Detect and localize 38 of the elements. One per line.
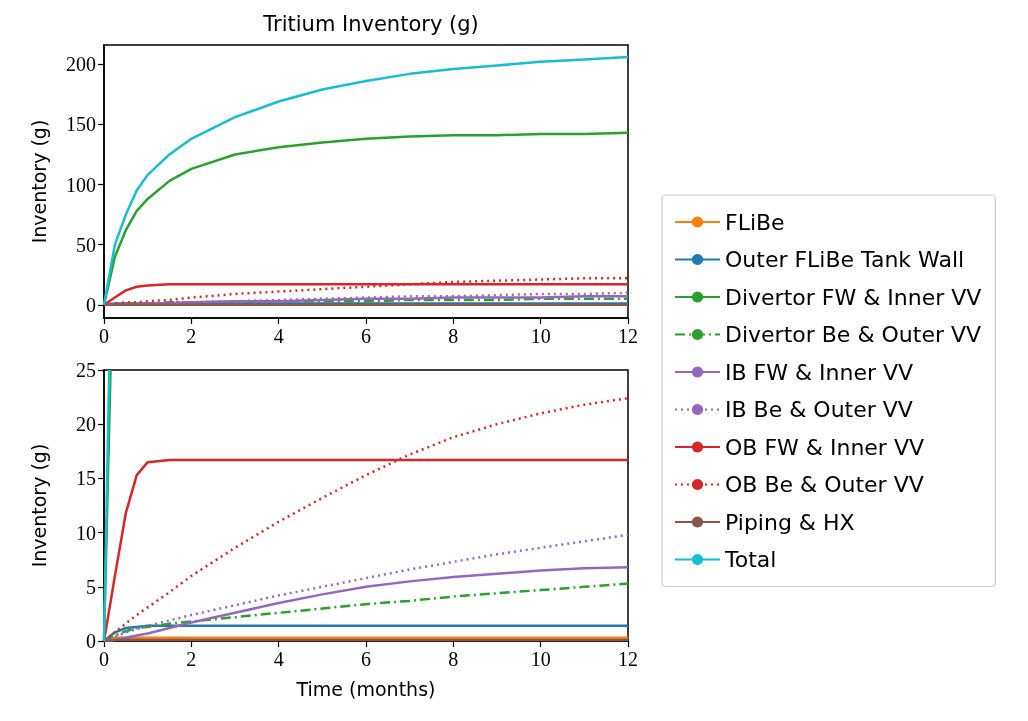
legend-label: OB FW & Inner VV <box>725 434 924 460</box>
x-tick-label: 12 <box>618 648 638 670</box>
line-series <box>102 55 630 307</box>
x-tick-label: 10 <box>530 648 551 670</box>
legend-label: Piping & HX <box>725 509 855 535</box>
x-tick-label: 2 <box>186 325 197 347</box>
y-tick-label: 100 <box>66 173 96 196</box>
y-tick-label: 20 <box>76 413 96 436</box>
y-tick-label: 200 <box>66 53 96 76</box>
y-tick-label: 10 <box>76 521 96 544</box>
legend-label: Divertor FW & Inner VV <box>725 284 982 310</box>
x-tick-label: 6 <box>361 325 371 347</box>
chart-title: Tritium Inventory (g) <box>262 11 479 36</box>
legend-label: Total <box>724 547 777 572</box>
y-tick-label: 50 <box>76 233 96 256</box>
legend-label: OB Be & Outer VV <box>725 472 924 497</box>
y-tick-label: 5 <box>86 575 96 598</box>
legend-label: Outer FLiBe Tank Wall <box>725 247 965 272</box>
legend-label: FLiBe <box>725 209 785 235</box>
x-tick-label: 6 <box>361 648 371 670</box>
x-tick-label: 12 <box>618 325 638 347</box>
y-tick-label: 25 <box>76 359 96 381</box>
legend-label: IB FW & Inner VV <box>725 359 914 385</box>
x-tick-label: 4 <box>273 648 284 670</box>
x-tick-label: 2 <box>186 648 197 670</box>
x-tick-label: 8 <box>448 325 459 347</box>
y-tick-label: 0 <box>86 630 96 652</box>
y-tick-label: 15 <box>76 467 96 490</box>
y-tick-label: 150 <box>66 113 96 136</box>
x-axis-title: Time (months) <box>295 677 436 700</box>
y-axis-title: Inventory (g) <box>27 119 50 244</box>
legend-label: Divertor Be & Outer VV <box>725 322 982 347</box>
x-tick-label: 10 <box>530 325 551 347</box>
x-tick-label: 8 <box>448 648 459 670</box>
x-tick-label: 4 <box>273 325 284 347</box>
y-axis-title: Inventory (g) <box>27 443 50 568</box>
legend-label: IB Be & Outer VV <box>725 397 913 422</box>
y-tick-label: 0 <box>86 293 96 316</box>
